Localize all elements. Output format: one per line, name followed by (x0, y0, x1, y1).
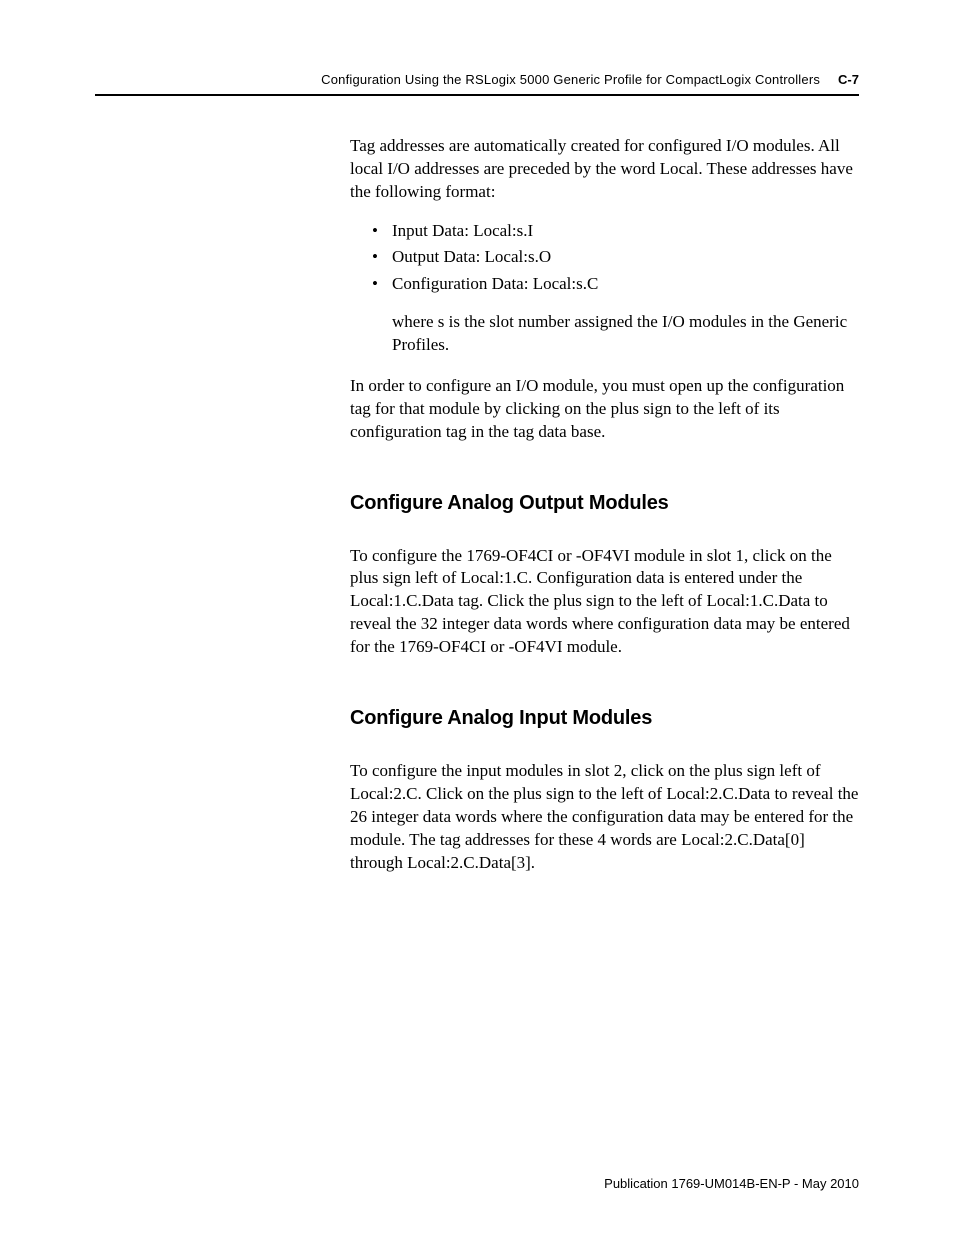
page: Configuration Using the RSLogix 5000 Gen… (0, 0, 954, 1235)
header-line: Configuration Using the RSLogix 5000 Gen… (95, 72, 859, 87)
header-rule (95, 94, 859, 96)
list-item: Input Data: Local:s.I (392, 218, 859, 244)
list-item: Configuration Data: Local:s.C (392, 271, 859, 297)
header-page-number: C-7 (838, 72, 859, 87)
paragraph-input-modules: To configure the input modules in slot 2… (350, 760, 859, 875)
heading-input-modules: Configure Analog Input Modules (350, 707, 859, 730)
content-column: Tag addresses are automatically created … (350, 135, 859, 889)
paragraph-output-modules: To configure the 1769-OF4CI or -OF4VI mo… (350, 545, 859, 660)
header-title: Configuration Using the RSLogix 5000 Gen… (321, 72, 820, 87)
address-format-list: Input Data: Local:s.I Output Data: Local… (350, 218, 859, 297)
paragraph-after-bullets: In order to configure an I/O module, you… (350, 375, 859, 444)
heading-output-modules: Configure Analog Output Modules (350, 492, 859, 515)
sub-note: where s is the slot number assigned the … (350, 311, 859, 357)
running-header: Configuration Using the RSLogix 5000 Gen… (0, 72, 954, 87)
intro-paragraph: Tag addresses are automatically created … (350, 135, 859, 204)
list-item: Output Data: Local:s.O (392, 244, 859, 270)
footer-publication: Publication 1769-UM014B-EN-P - May 2010 (604, 1176, 859, 1191)
